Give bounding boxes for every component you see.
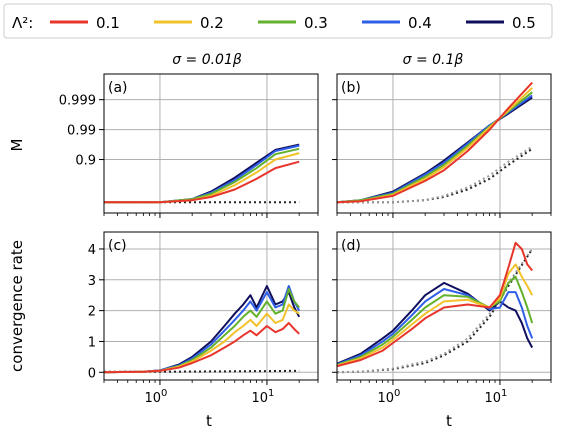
legend-entries: 0.1 0.2 0.3 0.4 0.5 xyxy=(50,14,536,32)
y-tick-label: 1 xyxy=(88,335,96,350)
series-line-0.2 xyxy=(337,87,533,204)
panel-label: (c) xyxy=(108,238,127,254)
x-tick-label: 100 xyxy=(144,388,167,406)
y-tick-label: 0 xyxy=(88,366,96,381)
x-tick-label: 101 xyxy=(251,388,274,406)
xlabel-left: t xyxy=(206,412,212,430)
legend-label-0.5: 0.5 xyxy=(512,14,536,32)
legend-label-0.4: 0.4 xyxy=(408,14,432,32)
panel-b: (b) xyxy=(332,73,552,218)
legend-label-0.3: 0.3 xyxy=(304,14,328,32)
series-line-0.1 xyxy=(337,241,533,368)
panel-a: (a) 0.9 0.99 0.999 xyxy=(59,73,319,218)
series-line-0.4 xyxy=(104,144,300,204)
series-line-0.3 xyxy=(337,91,533,204)
y-tick-label: 2 xyxy=(88,305,96,320)
y-tick-label: 0.9 xyxy=(75,154,96,169)
dotted-reference-line xyxy=(337,145,533,204)
xlabel-right: t xyxy=(446,412,452,430)
column-title-right: σ = 0.1β xyxy=(403,52,464,68)
column-title-left: σ = 0.01β xyxy=(172,52,242,68)
legend-label-0.2: 0.2 xyxy=(200,14,224,32)
series-line-0.5 xyxy=(104,143,300,204)
panel-d: (d) 100 101 xyxy=(332,231,552,406)
panel-c: (c) 0 1 2 3 4 100 101 xyxy=(88,231,319,406)
series-line-0.3 xyxy=(337,275,534,366)
series-line-0.2 xyxy=(337,263,534,367)
ylabel-top: M xyxy=(8,139,26,152)
x-tick-label: 100 xyxy=(377,388,400,406)
y-tick-label: 4 xyxy=(88,243,96,258)
series-line-0.1 xyxy=(104,322,300,374)
legend-label-0.1: 0.1 xyxy=(96,14,120,32)
plot-frame xyxy=(336,73,552,214)
y-tick-label: 0.999 xyxy=(59,94,96,109)
y-tick-label: 0.99 xyxy=(67,124,96,139)
series-line-0.1 xyxy=(337,81,533,204)
series-line-0.5 xyxy=(337,281,534,365)
panel-label: (d) xyxy=(341,238,361,254)
y-tick-label: 3 xyxy=(88,274,96,289)
series-line-0.2 xyxy=(104,303,300,374)
series-line-0.1 xyxy=(104,160,300,204)
ylabel-bottom: convergence rate xyxy=(8,240,26,372)
x-tick-label: 101 xyxy=(484,388,507,406)
plot-frame xyxy=(103,73,319,214)
legend: Λ²: 0.1 0.2 0.3 0.4 0.5 xyxy=(3,3,553,39)
plot-frame xyxy=(336,231,552,381)
panel-label: (a) xyxy=(108,80,128,96)
series-line-0.4 xyxy=(337,94,533,204)
legend-title: Λ²: xyxy=(12,14,33,32)
panel-label: (b) xyxy=(341,80,361,96)
plot-frame xyxy=(103,231,319,381)
series-line-0.4 xyxy=(337,288,534,366)
